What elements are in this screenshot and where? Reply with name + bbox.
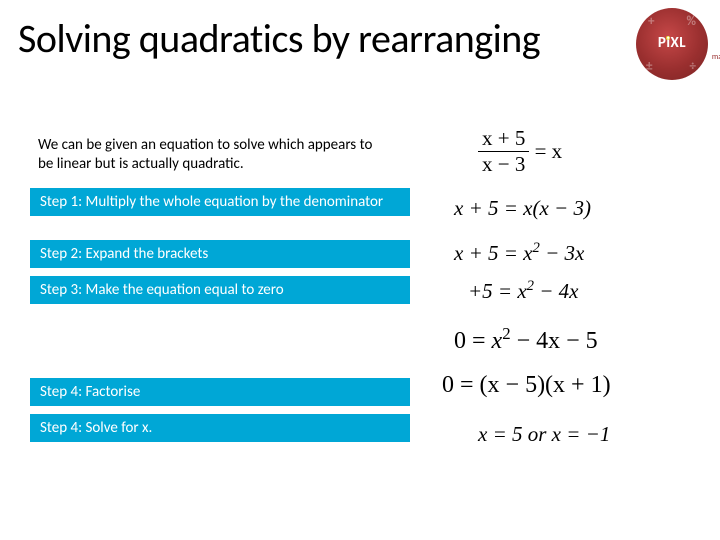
step-3-box: Step 3: Make the equation equal to zero xyxy=(30,276,410,304)
step-2-label: Step 2: Expand the brackets xyxy=(40,245,208,263)
eq2-tail: − 3x xyxy=(540,241,585,265)
eq0-denominator: x − 3 xyxy=(478,152,529,177)
equation-4: 0 = x2 − 4x − 5 xyxy=(454,324,598,355)
pixl-logo: + % ± ÷ PiXL maths xyxy=(636,8,708,80)
step-1-box: Step 1: Multiply the whole equation by t… xyxy=(30,188,410,216)
eq3-exp: 2 xyxy=(527,278,534,294)
step-5-label: Step 4: Solve for x. xyxy=(40,419,152,437)
step-1-label: Step 1: Multiply the whole equation by t… xyxy=(40,193,383,211)
eq2-x: x xyxy=(523,241,532,265)
eq4-exp: 2 xyxy=(502,324,510,343)
eq4-tail: − 4x − 5 xyxy=(511,328,598,354)
page-title: Solving quadratics by rearranging xyxy=(18,14,540,63)
eq0-numerator: x + 5 xyxy=(478,126,529,152)
intro-text: We can be given an equation to solve whi… xyxy=(38,136,378,174)
eq0-rhs: = x xyxy=(535,139,563,163)
eq3-x: x xyxy=(517,279,526,303)
eq2-lhs: x + 5 = xyxy=(454,241,523,265)
eq3-lhs: +5 = xyxy=(468,279,517,303)
equation-1: x + 5 = x(x − 3) xyxy=(454,196,591,221)
logo-sublabel: maths xyxy=(712,52,720,62)
eq3-tail: − 4x xyxy=(534,279,579,303)
equation-0: x + 5 x − 3 = x xyxy=(478,126,562,177)
equation-5: 0 = (x − 5)(x + 1) xyxy=(442,372,611,399)
step-3-label: Step 3: Make the equation equal to zero xyxy=(40,281,284,299)
logo-circle: + % ± ÷ PiXL xyxy=(636,8,708,80)
equation-6: x = 5 or x = −1 xyxy=(478,422,610,447)
step-4-box: Step 4: Factorise xyxy=(30,378,410,406)
eq2-exp: 2 xyxy=(533,240,540,256)
equation-2: x + 5 = x2 − 3x xyxy=(454,240,584,266)
eq4-x: x xyxy=(492,328,503,354)
logo-brand-text: PiXL xyxy=(636,34,708,52)
step-2-box: Step 2: Expand the brackets xyxy=(30,240,410,268)
eq4-lhs: 0 = xyxy=(454,328,492,354)
equation-3: +5 = x2 − 4x xyxy=(468,278,579,304)
step-4-label: Step 4: Factorise xyxy=(40,383,140,401)
step-5-box: Step 4: Solve for x. xyxy=(30,414,410,442)
